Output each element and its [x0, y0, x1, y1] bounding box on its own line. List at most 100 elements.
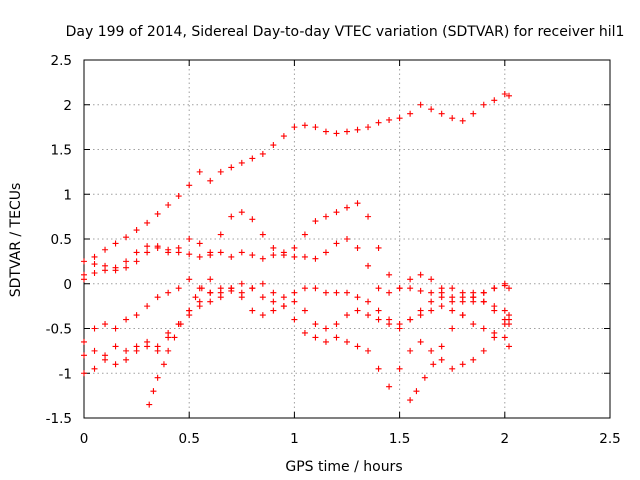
data-point-marker: [301, 285, 308, 292]
data-point-marker: [354, 244, 361, 251]
data-point-marker: [133, 312, 140, 319]
data-point-marker: [438, 356, 445, 363]
data-point-marker: [501, 321, 508, 328]
data-point-marker: [396, 365, 403, 372]
data-marks: [81, 91, 513, 408]
x-tick-label: 1: [290, 431, 299, 447]
data-point-marker: [449, 325, 456, 332]
data-point-marker: [438, 110, 445, 117]
data-point-marker: [196, 168, 203, 175]
data-point-marker: [407, 110, 414, 117]
data-point-marker: [102, 246, 109, 253]
data-point-marker: [123, 356, 130, 363]
data-point-marker: [333, 240, 340, 247]
data-point-marker: [344, 236, 350, 242]
data-point-marker: [491, 97, 498, 104]
data-point-marker: [217, 249, 224, 256]
data-point-marker: [449, 307, 456, 314]
data-point-marker: [144, 343, 151, 350]
data-point-marker: [123, 258, 130, 265]
data-point-marker: [270, 307, 277, 314]
data-point-marker: [396, 285, 403, 292]
data-point-marker: [354, 343, 361, 350]
data-point-marker: [354, 307, 361, 314]
data-point-marker: [81, 338, 87, 345]
data-point-marker: [207, 276, 214, 283]
data-point-marker: [480, 347, 487, 354]
data-point-marker: [428, 347, 435, 354]
x-tick-label: 1.5: [389, 431, 410, 447]
data-point-marker: [81, 352, 87, 359]
data-point-marker: [171, 334, 178, 341]
data-point-marker: [375, 307, 382, 314]
data-point-marker: [186, 307, 193, 314]
data-point-marker: [154, 347, 161, 354]
data-point-marker: [322, 325, 329, 332]
y-tick-label: 0.5: [51, 232, 72, 248]
data-point-marker: [365, 213, 372, 220]
data-point-marker: [506, 285, 513, 292]
data-point-marker: [270, 289, 277, 296]
data-point-marker: [459, 298, 466, 305]
data-point-marker: [186, 236, 193, 242]
data-point-marker: [91, 347, 98, 354]
data-point-marker: [386, 383, 393, 390]
data-point-marker: [280, 133, 287, 140]
data-point-marker: [175, 249, 182, 256]
data-point-marker: [501, 334, 508, 341]
data-point-marker: [238, 289, 245, 296]
data-point-marker: [81, 370, 87, 377]
x-tick-label: 2: [501, 431, 510, 447]
data-point-marker: [407, 276, 414, 283]
data-point-marker: [196, 253, 203, 260]
data-point-marker: [133, 347, 140, 354]
data-point-marker: [386, 116, 393, 123]
x-axis-title: GPS time / hours: [285, 459, 402, 475]
data-point-marker: [217, 168, 224, 175]
data-point-marker: [154, 294, 161, 301]
data-point-marker: [365, 347, 372, 354]
data-point-marker: [259, 280, 266, 287]
data-point-marker: [301, 122, 308, 129]
data-point-marker: [396, 115, 403, 122]
data-point-marker: [228, 164, 235, 171]
data-point-marker: [333, 321, 340, 328]
data-point-marker: [207, 289, 214, 296]
data-point-marker: [249, 307, 256, 314]
data-point-marker: [506, 92, 513, 99]
data-point-marker: [144, 219, 151, 226]
data-point-marker: [91, 253, 98, 260]
data-point-marker: [333, 289, 340, 296]
data-point-marker: [112, 343, 119, 350]
data-point-marker: [291, 244, 298, 251]
data-point-marker: [112, 240, 119, 247]
y-tick-label: 1.5: [51, 143, 72, 159]
data-point-marker: [506, 343, 513, 350]
axis-ticks: 0 0.5 1 1.5 2 2.5 -1.5 -1 -0.5 0 0.5 1 1.5 2 2.5: [46, 53, 621, 447]
data-point-marker: [165, 246, 172, 253]
data-point-marker: [259, 231, 266, 238]
data-point-marker: [192, 294, 199, 301]
data-point-marker: [91, 270, 98, 277]
data-point-marker: [365, 312, 372, 319]
data-point-marker: [407, 316, 414, 323]
data-point-marker: [480, 298, 487, 305]
data-point-marker: [506, 316, 513, 323]
data-point-marker: [312, 255, 319, 262]
data-point-marker: [291, 298, 298, 305]
data-point-marker: [470, 321, 477, 328]
data-point-marker: [301, 329, 308, 336]
data-point-marker: [177, 321, 184, 328]
data-point-marker: [301, 307, 308, 314]
data-point-marker: [186, 251, 193, 258]
x-tick-label: 2.5: [599, 431, 620, 447]
data-point-marker: [386, 289, 393, 296]
data-point-marker: [417, 271, 424, 278]
data-point-marker: [413, 388, 420, 395]
data-point-marker: [112, 325, 119, 332]
data-point-marker: [280, 252, 287, 259]
data-point-marker: [91, 261, 98, 268]
data-point-marker: [354, 294, 361, 301]
data-point-marker: [417, 338, 424, 345]
data-point-marker: [228, 287, 235, 294]
